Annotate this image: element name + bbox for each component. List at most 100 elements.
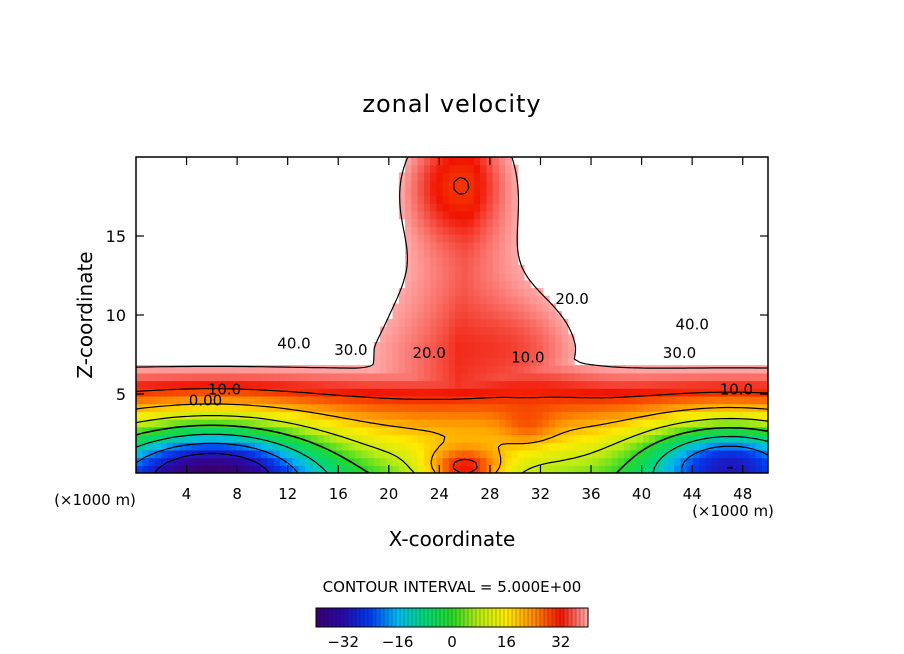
field-cell — [686, 411, 694, 420]
field-cell — [492, 234, 500, 243]
field-cell — [455, 365, 462, 374]
field-cell — [136, 403, 143, 412]
field-cell — [136, 411, 143, 420]
field-cell — [430, 395, 437, 405]
field-cell — [411, 203, 419, 212]
field-cell — [605, 434, 613, 443]
field-cell — [380, 357, 387, 366]
field-cell — [574, 403, 581, 412]
field-cell — [599, 442, 606, 451]
field-cell — [548, 426, 556, 436]
field-cell — [142, 380, 150, 389]
field-cell — [436, 218, 444, 227]
field-cell — [248, 426, 256, 436]
field-cell — [373, 426, 381, 436]
field-cell — [492, 365, 500, 374]
field-cell — [461, 465, 469, 473]
field-cell — [480, 249, 488, 258]
field-cell — [373, 403, 381, 412]
field-cell — [492, 457, 500, 466]
field-cell — [229, 365, 237, 374]
field-cell — [179, 380, 187, 389]
field-cell — [430, 457, 437, 466]
x-tick-label: 20 — [379, 485, 398, 503]
field-cell — [505, 218, 513, 227]
field-cell — [674, 411, 681, 420]
field-cell — [486, 187, 494, 197]
field-cell — [323, 442, 331, 451]
field-cell — [148, 380, 156, 389]
field-cell — [730, 426, 738, 436]
field-cell — [179, 426, 187, 436]
contour-line — [136, 157, 768, 369]
colorbar-cell — [379, 607, 385, 628]
contour-label: 10.0 — [720, 380, 753, 398]
field-cell — [442, 195, 450, 204]
field-cell — [417, 203, 425, 212]
field-cell — [448, 365, 456, 374]
field-cell — [323, 457, 331, 466]
field-cell — [761, 380, 768, 389]
field-cell — [136, 365, 143, 374]
field-cell — [480, 372, 488, 382]
field-cell — [505, 341, 513, 351]
field-cell — [367, 434, 375, 443]
field-cell — [630, 388, 638, 397]
field-cell — [505, 234, 513, 243]
field-cell — [498, 465, 506, 473]
field-cell — [405, 234, 412, 243]
field-cell — [655, 380, 663, 389]
field-cell — [411, 349, 419, 358]
field-cell — [630, 465, 638, 473]
field-cell — [642, 388, 650, 397]
field-cell — [736, 372, 744, 382]
field-cell — [617, 403, 625, 412]
field-cell — [661, 372, 669, 382]
field-cell — [311, 419, 319, 428]
field-cell — [386, 419, 394, 428]
field-cell — [405, 403, 412, 412]
field-cell — [348, 365, 356, 374]
field-cell — [486, 365, 494, 374]
field-cell — [380, 326, 387, 335]
field-cell — [511, 449, 519, 459]
field-cell — [392, 349, 400, 358]
field-cell — [367, 426, 375, 436]
field-cell — [561, 442, 569, 451]
field-cell — [505, 241, 513, 251]
field-cell — [492, 449, 500, 459]
field-cell — [430, 411, 437, 420]
field-cell — [517, 457, 525, 466]
field-cell — [236, 372, 243, 382]
field-cell — [498, 349, 506, 358]
field-cell — [417, 326, 425, 335]
field-cell — [455, 280, 462, 289]
field-cell — [304, 365, 312, 374]
field-cell — [198, 426, 206, 436]
field-cell — [411, 303, 419, 312]
field-cell — [423, 465, 431, 473]
field-cell — [342, 457, 350, 466]
field-cell — [167, 365, 175, 374]
field-cell — [229, 465, 237, 473]
field-cell — [342, 442, 350, 451]
field-cell — [448, 465, 456, 473]
field-cell — [455, 249, 462, 258]
colorbar-tick-label: −16 — [382, 633, 414, 651]
field-cell — [436, 164, 444, 174]
field-cell — [329, 419, 337, 428]
field-cell — [167, 434, 175, 443]
field-cell — [386, 318, 394, 328]
field-cell — [223, 403, 231, 412]
field-cell — [398, 210, 406, 220]
field-cell — [642, 442, 650, 451]
field-cell — [455, 349, 462, 358]
field-cell — [204, 380, 212, 389]
field-cell — [279, 449, 287, 459]
field-cell — [436, 419, 444, 428]
field-cell — [523, 357, 531, 366]
field-cell — [411, 164, 419, 174]
field-cell — [536, 403, 544, 412]
field-cell — [667, 419, 675, 428]
field-cell — [461, 334, 469, 343]
